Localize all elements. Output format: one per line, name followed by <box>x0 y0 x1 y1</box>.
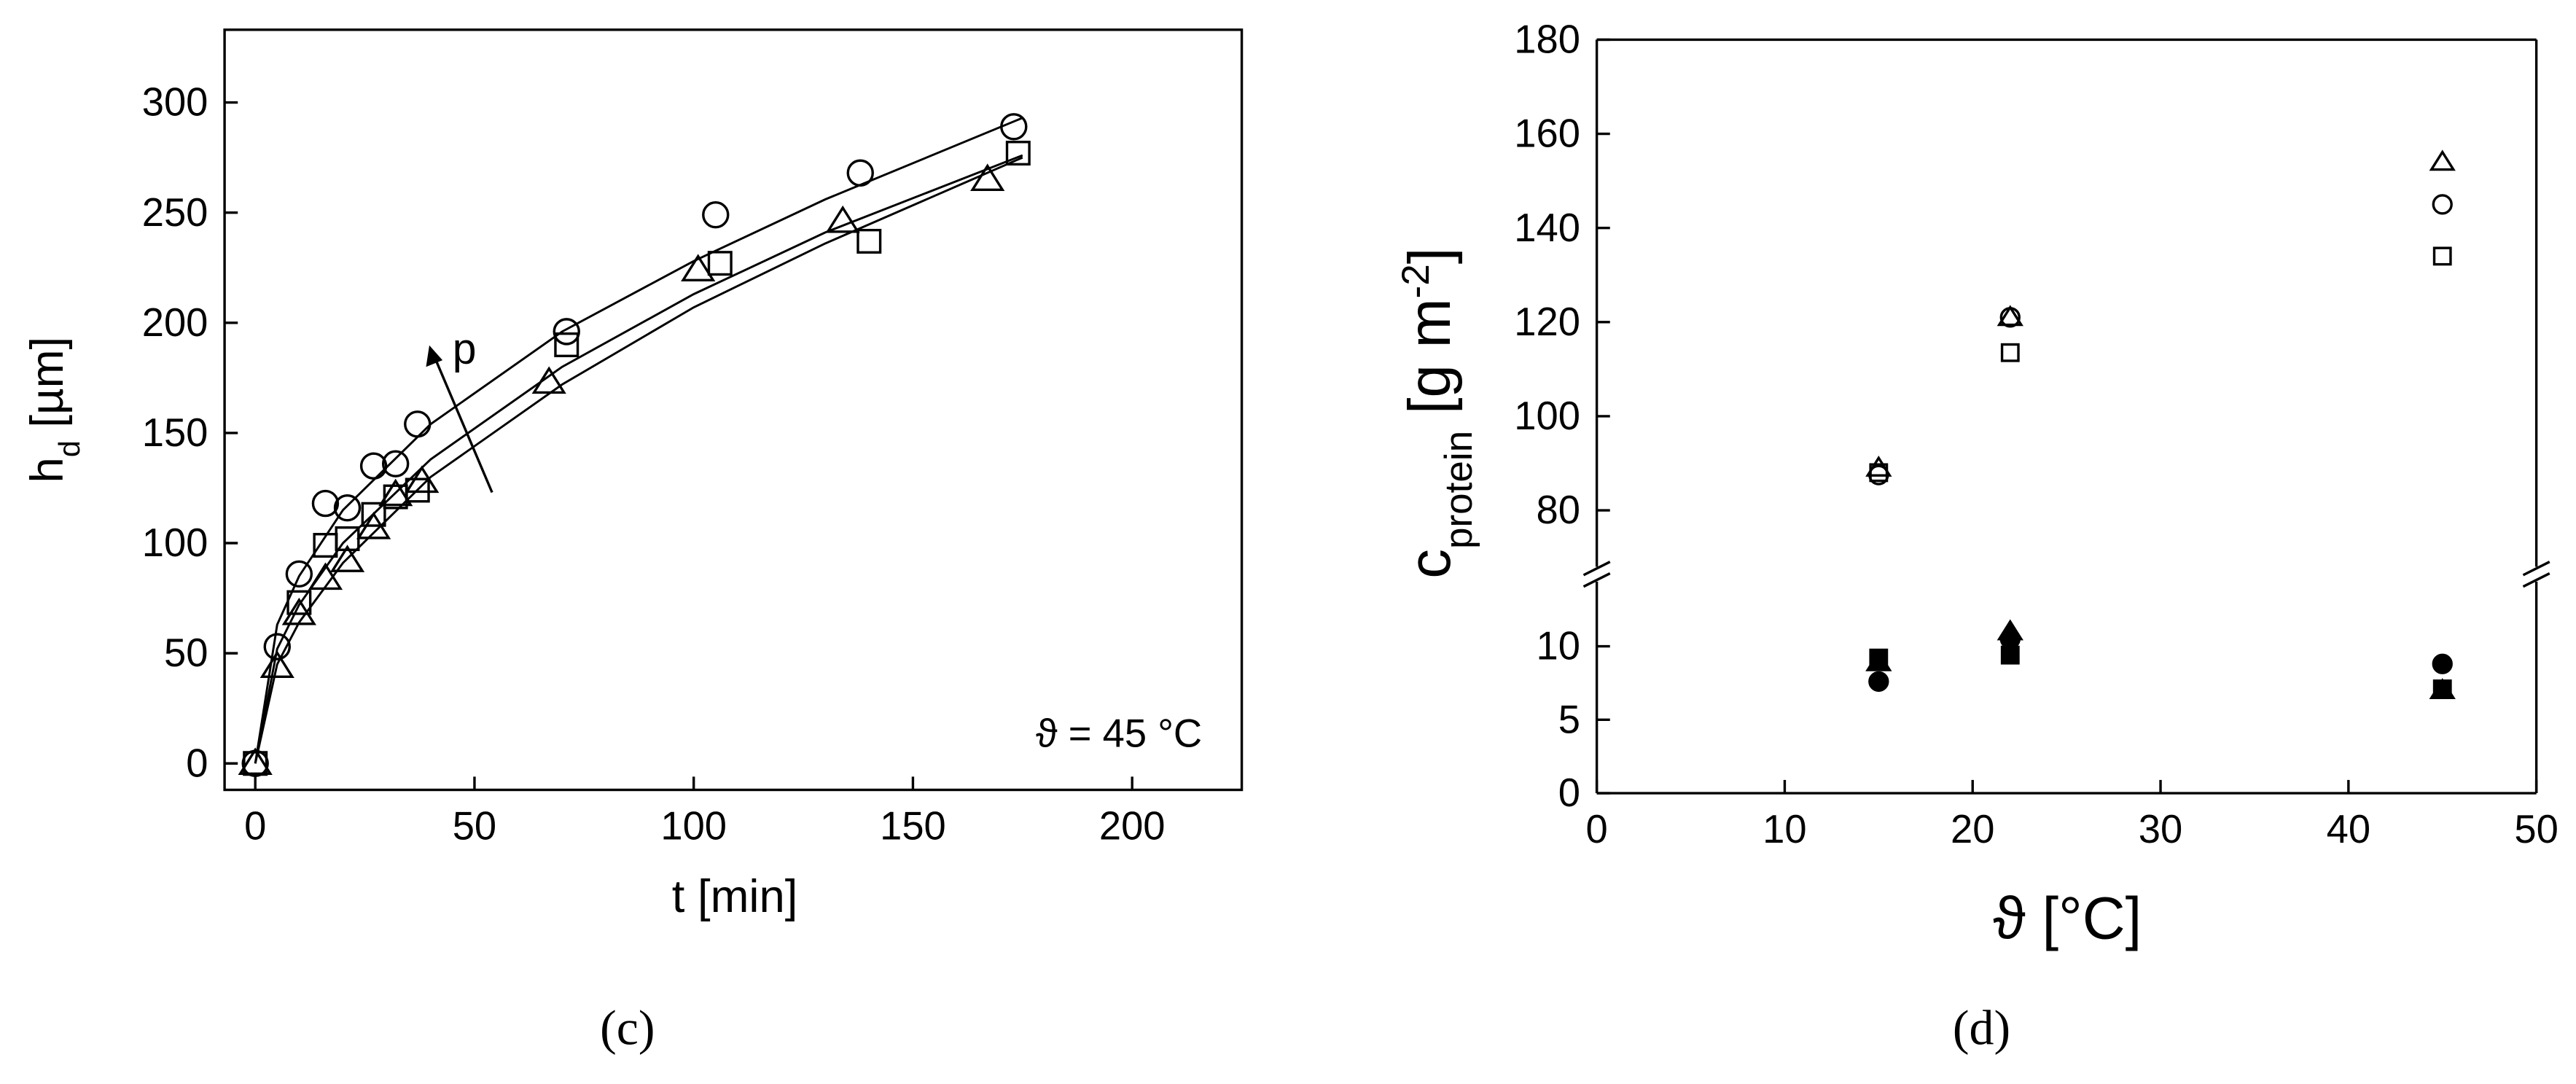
y-tick-label: 50 <box>164 631 208 675</box>
y-axis-label-part: [µm] <box>22 337 73 440</box>
x-tick-label: 0 <box>1586 807 1608 851</box>
y-tick-label: 120 <box>1514 300 1580 344</box>
caption: (d) <box>1953 1000 2010 1056</box>
marker-triangle <box>238 747 273 775</box>
x-tick-label: 30 <box>2139 807 2182 851</box>
marker-triangle <box>1997 305 2023 327</box>
y-tick-label: 150 <box>142 410 208 455</box>
fit-line <box>254 156 1023 764</box>
marker-circle <box>846 159 874 187</box>
annotation: p <box>453 326 477 373</box>
axis-break <box>2522 572 2550 588</box>
y-tick-label: 0 <box>1558 771 1580 815</box>
marker-circle <box>404 410 432 438</box>
y-axis-label-part: -2 <box>1394 264 1437 298</box>
marker-circle <box>2432 653 2453 674</box>
x-tick-label: 50 <box>2514 807 2558 851</box>
marker-square <box>361 502 386 527</box>
annotation: ϑ = 45 °C <box>1036 711 1202 756</box>
marker-square <box>707 251 733 276</box>
y-axis-label: hd [µm] <box>22 337 86 483</box>
marker-square <box>2000 645 2020 665</box>
y-axis-label-part: [g m <box>1397 298 1463 430</box>
marker-triangle <box>329 545 365 572</box>
marker-triangle <box>259 650 294 678</box>
x-tick-label: 10 <box>1763 807 1806 851</box>
y-tick-label: 200 <box>142 300 208 345</box>
x-tick-label: 50 <box>453 804 496 849</box>
fit-line <box>254 117 1023 764</box>
marker-triangle <box>356 511 391 539</box>
y-axis-label-part: protein <box>1437 431 1480 549</box>
arrow-head <box>426 345 443 367</box>
marker-circle <box>381 450 410 477</box>
axis-break <box>2522 561 2550 577</box>
panel: 0 50 100 150 200 0 50 100 150 200 250 300 t [min] hd … <box>22 28 1244 1056</box>
x-tick-label: 150 <box>880 804 946 849</box>
marker-circle <box>2432 194 2453 215</box>
y-tick-label: 0 <box>186 741 208 785</box>
x-tick-label: 0 <box>244 804 266 849</box>
marker-circle <box>702 200 730 229</box>
x-tick-label: 20 <box>1951 807 1994 851</box>
plot-frame <box>223 28 1244 792</box>
marker-triangle <box>1865 650 1892 671</box>
y-tick-label: 10 <box>1537 624 1580 668</box>
x-tick-label: 40 <box>2327 807 2370 851</box>
marker-square <box>2432 246 2452 266</box>
y-tick-label: 300 <box>142 80 208 125</box>
marker-circle <box>359 452 388 480</box>
marker-circle <box>1999 307 2021 328</box>
marker-square <box>1869 463 1889 483</box>
marker-circle <box>311 489 340 518</box>
marker-triangle <box>681 254 716 281</box>
marker-triangle <box>308 562 343 590</box>
marker-square <box>856 228 882 254</box>
marker-circle <box>1868 671 1889 693</box>
y-axis-label-part: d <box>52 440 86 457</box>
marker-square <box>286 590 312 615</box>
y-tick-label: 5 <box>1558 697 1580 741</box>
marker-circle <box>1000 113 1028 141</box>
marker-square <box>1005 141 1031 166</box>
axis-break <box>1582 572 1611 588</box>
y-tick-label: 180 <box>1514 17 1580 62</box>
marker-triangle <box>1997 619 2023 641</box>
y-tick-label: 80 <box>1537 488 1580 532</box>
marker-triangle <box>2429 149 2456 171</box>
y-axis-label-part: c <box>1397 549 1463 579</box>
marker-triangle <box>825 205 860 233</box>
marker-triangle <box>2429 678 2456 699</box>
marker-triangle <box>378 478 413 507</box>
panel: 0 10 20 30 40 50 0 5 10 80 100 120 140 160 180 ϑ [°C] cp… <box>1394 17 2559 1056</box>
x-axis-label: t [min] <box>672 871 798 922</box>
x-tick-label: 200 <box>1099 804 1166 849</box>
marker-triangle <box>405 465 440 494</box>
y-tick-label: 160 <box>1514 112 1580 156</box>
y-axis-label-part: h <box>22 457 73 483</box>
y-axis-label: cprotein [g m-2] <box>1394 248 1480 579</box>
marker-circle <box>553 318 580 346</box>
caption: (c) <box>600 1000 655 1056</box>
y-tick-label: 100 <box>142 520 208 565</box>
y-tick-label: 100 <box>1514 394 1580 438</box>
marker-circle <box>333 494 362 522</box>
x-tick-label: 100 <box>660 804 727 849</box>
marker-triangle <box>281 597 316 625</box>
marker-circle <box>263 633 291 660</box>
marker-triangle <box>970 163 1005 192</box>
marker-circle <box>285 560 313 588</box>
fit-line <box>254 154 1023 764</box>
y-axis-label-part: ] <box>1397 248 1463 265</box>
marker-square <box>554 332 579 357</box>
marker-square <box>2000 343 2020 362</box>
y-tick-label: 250 <box>142 190 208 235</box>
axis-break <box>1582 561 1611 577</box>
marker-triangle <box>531 366 566 394</box>
y-tick-label: 140 <box>1514 206 1580 250</box>
x-axis-label: ϑ [°C] <box>1993 886 2142 952</box>
arrow <box>434 359 493 494</box>
